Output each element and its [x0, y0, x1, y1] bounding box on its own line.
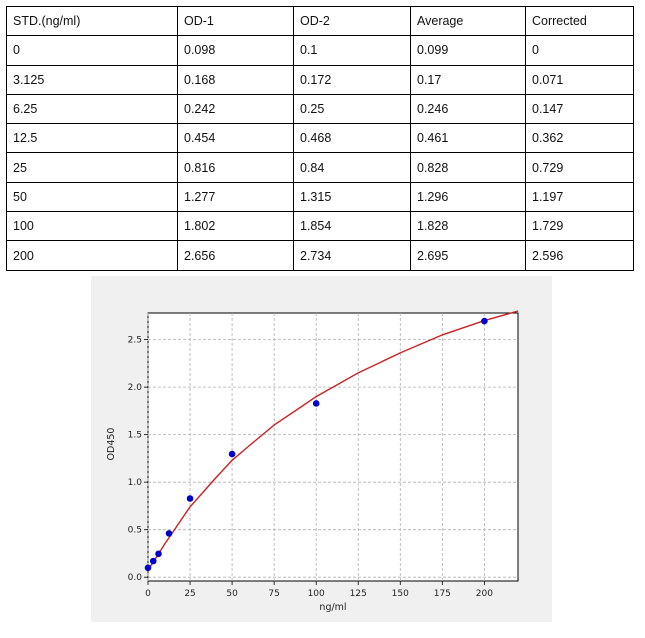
cell-std: 25 [6, 152, 178, 183]
x-tick-label: 175 [434, 589, 451, 599]
table-row: 3.125 0.168 0.172 0.17 0.071 [6, 64, 634, 95]
y-tick-label: 0.5 [128, 526, 142, 536]
y-tick-label: 2.5 [128, 336, 142, 346]
data-point [149, 557, 157, 565]
cell-std: 200 [6, 240, 178, 271]
standard-curve-table: STD.(ng/ml) OD-1 OD-2 Average Corrected … [6, 5, 634, 271]
cell-od2: 2.734 [293, 240, 411, 271]
cell-std: 50 [6, 181, 178, 213]
cell-average: 2.695 [410, 240, 526, 271]
table-body: STD.(ng/ml) OD-1 OD-2 Average Corrected … [6, 5, 634, 271]
table-header-row: STD.(ng/ml) OD-1 OD-2 Average Corrected [6, 5, 634, 37]
cell-od2: 0.468 [293, 123, 411, 154]
cell-od2: 0.84 [293, 152, 411, 183]
table-row: 6.25 0.242 0.25 0.246 0.147 [6, 93, 634, 125]
header-od2: OD-2 [293, 5, 411, 37]
data-point [144, 564, 152, 572]
cell-corrected: 1.197 [525, 181, 634, 213]
header-std: STD.(ng/ml) [6, 5, 178, 37]
y-axis-label: OD450 [106, 428, 117, 461]
cell-od1: 1.802 [177, 211, 294, 242]
x-tick-label: 0 [145, 589, 151, 599]
x-tick-label: 75 [268, 589, 279, 599]
cell-average: 0.17 [410, 64, 526, 95]
cell-od2: 1.854 [293, 211, 411, 242]
cell-od1: 0.242 [177, 93, 294, 125]
data-point [228, 450, 236, 458]
data-point [186, 495, 194, 502]
plot-area [147, 312, 519, 582]
cell-std: 0 [6, 35, 178, 66]
table-row: 100 1.802 1.854 1.828 1.729 [6, 211, 634, 242]
cell-std: 100 [6, 211, 178, 242]
cell-corrected: 1.729 [525, 211, 634, 242]
data-point [165, 530, 173, 537]
table-row: 12.5 0.454 0.468 0.461 0.362 [6, 123, 634, 154]
cell-corrected: 0.147 [525, 93, 634, 125]
data-point [312, 400, 320, 407]
cell-average: 0.099 [410, 35, 526, 66]
cell-average: 1.296 [410, 181, 526, 213]
cell-corrected: 0.362 [525, 123, 634, 154]
standard-curve-chart: 0 25 50 75 100 125 150 175 200 0.0 0.5 1.0 1.5 2.0 2.5… [106, 310, 519, 613]
data-point [155, 550, 162, 558]
cell-od1: 0.454 [177, 123, 294, 154]
cell-od2: 1.315 [293, 181, 411, 213]
cell-corrected: 0 [525, 35, 634, 66]
fit-curve [147, 310, 519, 571]
cell-od1: 0.168 [177, 64, 294, 95]
table-row: 50 1.277 1.315 1.296 1.197 [6, 181, 634, 213]
cell-od1: 2.656 [177, 240, 294, 271]
cell-std: 6.25 [6, 93, 178, 125]
cell-std: 3.125 [6, 64, 178, 95]
x-tick-label: 150 [392, 589, 409, 599]
header-corrected: Corrected [525, 5, 634, 37]
cell-std: 12.5 [6, 123, 178, 154]
y-tick-label: 1.0 [128, 478, 143, 488]
cell-corrected: 2.596 [525, 240, 634, 271]
table-row: 200 2.656 2.734 2.695 2.596 [6, 240, 634, 271]
standard-curve-figure: 0 25 50 75 100 125 150 175 200 0.0 0.5 1.0 1.5 2.0 2.5… [91, 276, 552, 622]
x-tick-label: 100 [308, 589, 325, 599]
x-tick-label: 50 [226, 589, 238, 599]
cell-od2: 0.25 [293, 93, 411, 125]
cell-od1: 0.098 [177, 35, 294, 66]
x-axis-label: ng/ml [319, 602, 346, 613]
header-average: Average [410, 5, 526, 37]
cell-od1: 0.816 [177, 152, 294, 183]
table-row: 0 0.098 0.1 0.099 0 [6, 35, 634, 66]
cell-average: 0.461 [410, 123, 526, 154]
axis-ticks: 0 25 50 75 100 125 150 175 200 0.0 0.5 1.0 1.5 2.0 2.5 [128, 336, 494, 599]
cell-corrected: 0.071 [525, 64, 634, 95]
cell-average: 1.828 [410, 211, 526, 242]
cell-od1: 1.277 [177, 181, 294, 213]
cell-od2: 0.172 [293, 64, 411, 95]
x-tick-label: 125 [350, 589, 367, 599]
cell-od2: 0.1 [293, 35, 411, 66]
x-tick-label: 25 [184, 589, 195, 599]
cell-average: 0.828 [410, 152, 526, 183]
x-tick-label: 200 [476, 589, 493, 599]
cell-average: 0.246 [410, 93, 526, 125]
y-tick-label: 0.0 [128, 573, 143, 583]
y-tick-label: 2.0 [128, 383, 143, 393]
table-row: 25 0.816 0.84 0.828 0.729 [6, 152, 634, 183]
y-tick-label: 1.5 [128, 431, 142, 441]
cell-corrected: 0.729 [525, 152, 634, 183]
data-points [144, 317, 488, 572]
header-od1: OD-1 [177, 5, 294, 37]
data-point [481, 317, 488, 325]
